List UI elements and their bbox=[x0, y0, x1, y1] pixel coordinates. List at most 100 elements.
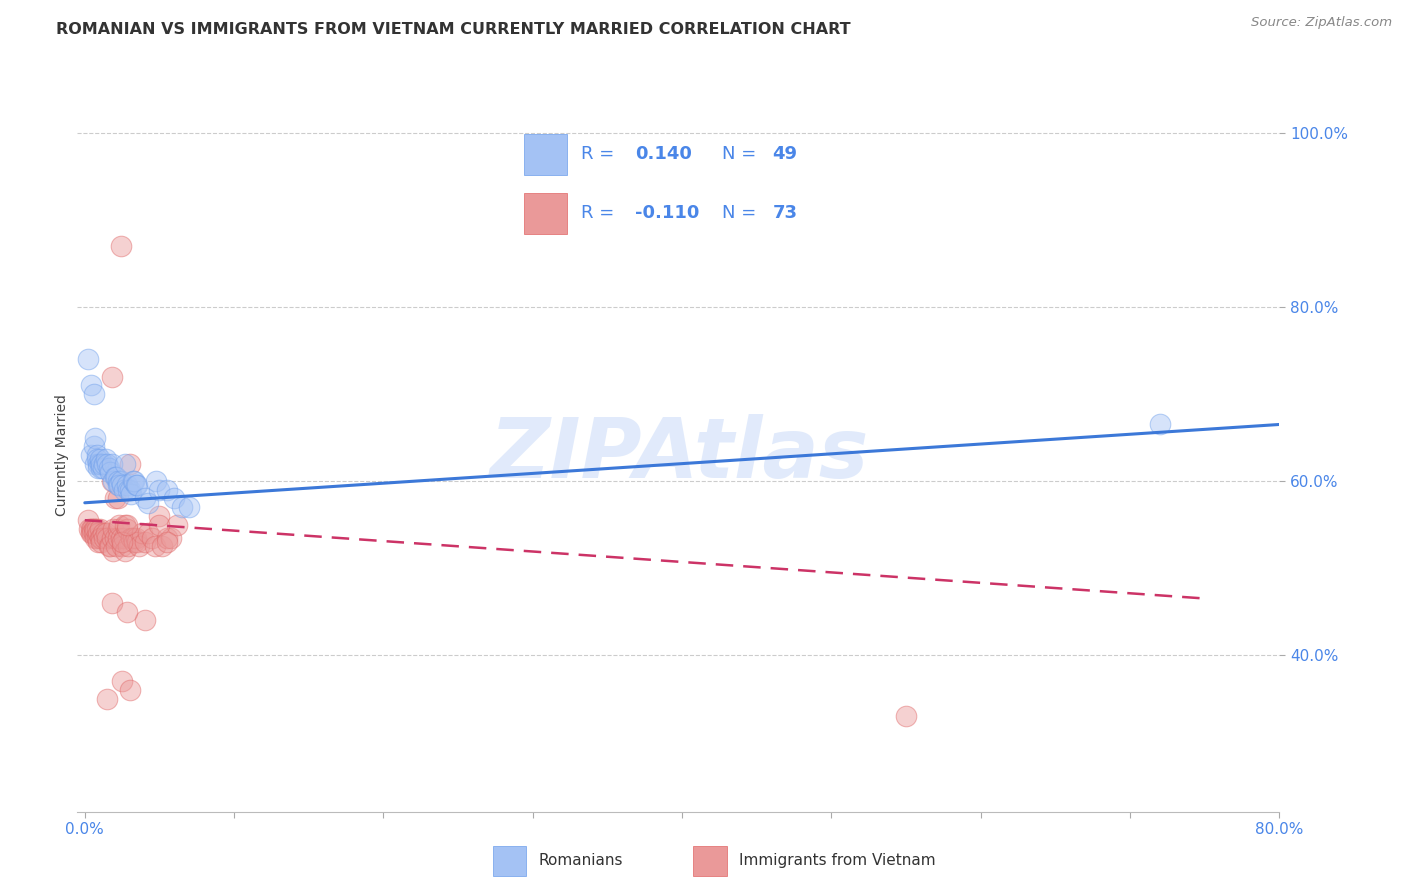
Point bbox=[80, 526, 103, 541]
Point bbox=[83, 522, 105, 536]
Point bbox=[101, 474, 124, 488]
Point bbox=[90, 461, 112, 475]
Point bbox=[80, 378, 103, 392]
Point bbox=[166, 517, 188, 532]
Point bbox=[86, 452, 108, 467]
Text: N =: N = bbox=[723, 145, 756, 163]
Point bbox=[108, 478, 131, 492]
Point bbox=[90, 535, 112, 549]
Point bbox=[104, 531, 127, 545]
Point bbox=[104, 469, 127, 483]
Text: 0.140: 0.140 bbox=[634, 145, 692, 163]
Point bbox=[83, 439, 105, 453]
Point bbox=[118, 483, 141, 497]
Bar bbox=[492, 846, 526, 876]
Point bbox=[120, 531, 142, 545]
Text: Source: ZipAtlas.com: Source: ZipAtlas.com bbox=[1251, 16, 1392, 29]
Text: 73: 73 bbox=[773, 204, 797, 222]
Point bbox=[107, 531, 129, 545]
Point bbox=[122, 535, 145, 549]
Point bbox=[156, 531, 179, 545]
Point bbox=[84, 457, 107, 471]
Point bbox=[100, 457, 122, 471]
Point bbox=[80, 522, 103, 536]
Point bbox=[160, 531, 183, 545]
Point bbox=[91, 526, 114, 541]
Point bbox=[125, 535, 148, 549]
Point bbox=[134, 491, 156, 506]
Point bbox=[104, 491, 127, 506]
Point bbox=[82, 526, 104, 541]
Point bbox=[121, 474, 143, 488]
Point bbox=[91, 461, 114, 475]
Point bbox=[87, 457, 110, 471]
Point bbox=[134, 535, 156, 549]
Point bbox=[121, 531, 143, 545]
Point bbox=[87, 461, 110, 475]
Point bbox=[86, 522, 108, 536]
Point bbox=[118, 682, 141, 697]
Point bbox=[124, 531, 146, 545]
Y-axis label: Currently Married: Currently Married bbox=[55, 394, 69, 516]
Point bbox=[84, 430, 107, 444]
Point bbox=[115, 478, 138, 492]
Point bbox=[124, 478, 146, 492]
Point bbox=[93, 457, 115, 471]
Point bbox=[98, 466, 121, 480]
Text: Immigrants from Vietnam: Immigrants from Vietnam bbox=[740, 854, 935, 868]
Point bbox=[112, 483, 135, 497]
Point bbox=[90, 457, 112, 471]
Point bbox=[111, 535, 134, 549]
Point bbox=[894, 709, 917, 723]
Point bbox=[101, 543, 124, 558]
Point bbox=[89, 522, 111, 536]
Bar bbox=[523, 193, 567, 234]
Point bbox=[111, 478, 134, 492]
Text: 49: 49 bbox=[773, 145, 797, 163]
Point bbox=[94, 452, 117, 467]
Point bbox=[131, 526, 153, 541]
Point bbox=[115, 522, 138, 536]
Point bbox=[84, 522, 107, 536]
Point bbox=[141, 531, 163, 545]
Point bbox=[86, 531, 108, 545]
Text: R =: R = bbox=[581, 204, 614, 222]
Point bbox=[179, 500, 201, 515]
Point bbox=[93, 531, 115, 545]
Point bbox=[1149, 417, 1171, 432]
Point bbox=[120, 487, 142, 501]
Point bbox=[122, 474, 145, 488]
Point bbox=[105, 539, 128, 553]
Point bbox=[148, 508, 170, 523]
Point bbox=[77, 522, 100, 536]
Point bbox=[97, 539, 120, 553]
Point bbox=[100, 596, 122, 610]
Point bbox=[89, 452, 111, 467]
Point bbox=[76, 352, 98, 367]
Point bbox=[156, 483, 179, 497]
Point bbox=[96, 531, 118, 545]
Text: ROMANIAN VS IMMIGRANTS FROM VIETNAM CURRENTLY MARRIED CORRELATION CHART: ROMANIAN VS IMMIGRANTS FROM VIETNAM CURR… bbox=[56, 22, 851, 37]
Point bbox=[148, 517, 170, 532]
Point bbox=[170, 500, 193, 515]
Point bbox=[97, 461, 120, 475]
Point bbox=[94, 526, 117, 541]
Point bbox=[100, 369, 122, 384]
Point bbox=[112, 531, 135, 545]
Text: N =: N = bbox=[723, 204, 756, 222]
Point bbox=[114, 457, 136, 471]
Point bbox=[107, 474, 129, 488]
Point bbox=[100, 474, 122, 488]
Text: Romanians: Romanians bbox=[538, 854, 623, 868]
Point bbox=[115, 517, 138, 532]
Point bbox=[76, 513, 98, 527]
Point bbox=[107, 478, 129, 492]
Point bbox=[128, 539, 150, 553]
Point bbox=[110, 474, 132, 488]
Point bbox=[80, 448, 103, 462]
Point bbox=[84, 531, 107, 545]
Point bbox=[110, 531, 132, 545]
Point bbox=[90, 531, 112, 545]
Point bbox=[125, 478, 148, 492]
Point bbox=[143, 539, 166, 553]
